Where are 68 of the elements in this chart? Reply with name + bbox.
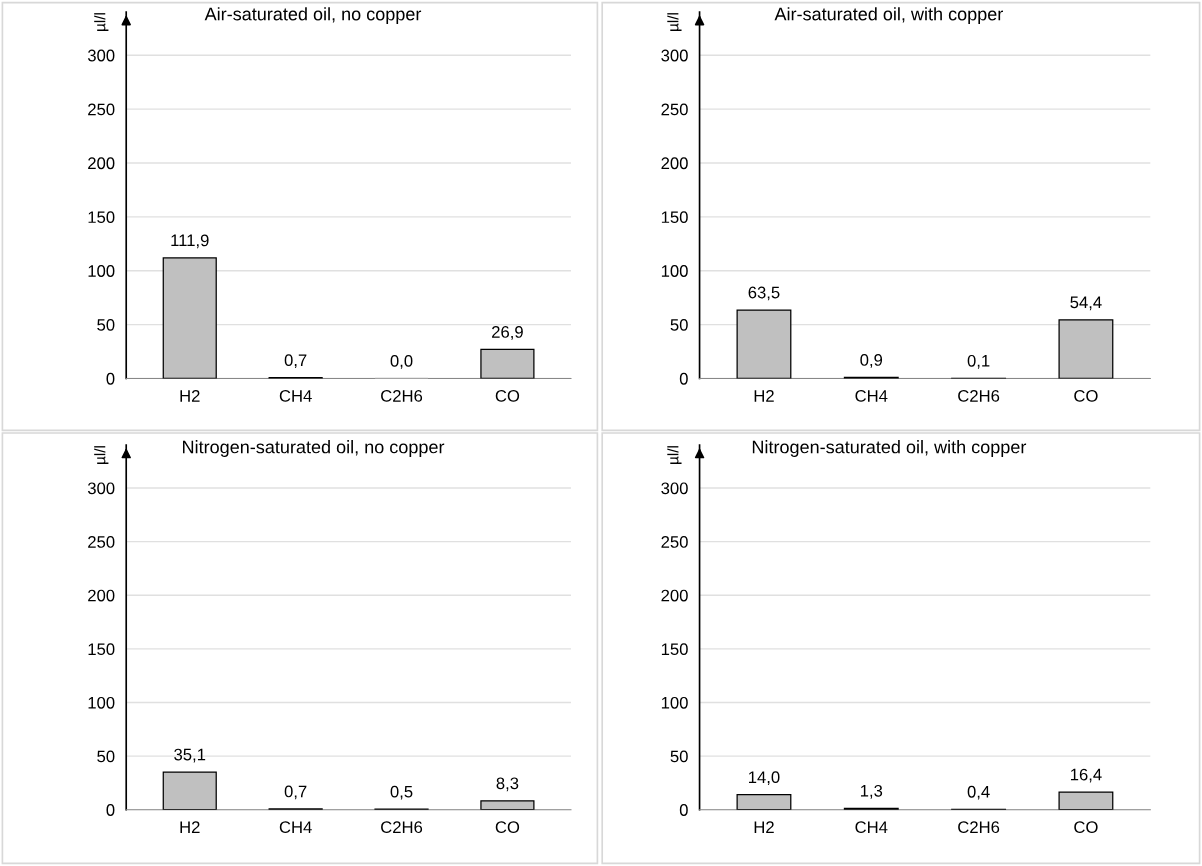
y-tick-label: 250 <box>661 103 688 116</box>
y-tick-label: 150 <box>88 643 115 656</box>
y-axis-title: µl/l <box>94 446 109 464</box>
y-tick-label: 300 <box>87 482 115 495</box>
x-tick-label: CO <box>495 389 520 402</box>
x-tick-label: H2 <box>180 821 200 833</box>
data-label: 16,4 <box>1070 768 1102 783</box>
y-tick-label: 100 <box>88 265 115 277</box>
y-tick-label: 100 <box>661 696 688 709</box>
data-label: 8,3 <box>496 777 519 792</box>
data-label: 0,9 <box>860 354 883 368</box>
x-tick-label: CO <box>495 821 520 834</box>
x-tick-label: C2H6 <box>381 389 423 402</box>
chart-title: Air-saturated oil, with copper <box>774 7 1003 25</box>
y-tick-label: 100 <box>661 265 688 277</box>
y-tick-label: 200 <box>661 589 688 602</box>
chart-title: Nitrogen-saturated oil, no copper <box>183 440 445 457</box>
data-label: 1,3 <box>860 784 883 799</box>
chart-title: Air-saturated oil, no copper <box>204 7 422 25</box>
y-tick-label: 0 <box>679 372 688 385</box>
y-tick-label: 100 <box>88 696 115 709</box>
data-label: 111,9 <box>171 234 209 249</box>
x-tick-label: CO <box>1074 821 1098 834</box>
data-label: 0,7 <box>284 354 307 369</box>
y-tick-label: 300 <box>661 49 688 62</box>
y-axis-title: µl/l <box>667 446 682 464</box>
data-label: 0,7 <box>284 785 307 800</box>
y-tick-label: 300 <box>661 482 688 495</box>
x-tick-label: CO <box>1074 389 1098 402</box>
x-tick-label: C2H6 <box>381 821 423 834</box>
y-tick-label: 150 <box>88 211 115 224</box>
y-tick-label: 250 <box>88 536 115 548</box>
y-axis-title: µl/l <box>94 13 109 31</box>
x-tick-label: H2 <box>754 389 774 402</box>
x-tick-label: CH4 <box>279 821 312 834</box>
y-tick-label: 50 <box>97 750 115 763</box>
y-tick-label: 200 <box>88 589 115 602</box>
data-label: 35,1 <box>174 748 206 763</box>
y-axis-title: µl/l <box>667 13 682 31</box>
y-tick-label: 50 <box>97 318 115 331</box>
data-label: 63,5 <box>748 286 780 301</box>
x-tick-label: H2 <box>180 389 200 402</box>
y-tick-label: 0 <box>679 804 688 816</box>
y-tick-label: 50 <box>670 318 688 331</box>
data-label: 0,1 <box>967 354 990 369</box>
x-tick-label: CH4 <box>855 821 888 834</box>
y-tick-label: 0 <box>106 804 115 816</box>
y-tick-label: 250 <box>661 536 688 548</box>
data-label: 54,4 <box>1070 296 1102 311</box>
y-tick-label: 200 <box>661 157 688 170</box>
x-tick-label: CH4 <box>279 389 312 402</box>
y-tick-label: 150 <box>661 643 688 656</box>
data-label: 26,9 <box>492 326 523 340</box>
data-label: 0,4 <box>967 785 990 800</box>
x-tick-label: C2H6 <box>958 389 1000 402</box>
y-tick-label: 250 <box>88 103 115 116</box>
y-tick-label: 300 <box>87 49 115 62</box>
x-tick-label: H2 <box>754 821 774 833</box>
chart-title: Nitrogen-saturated oil, with copper <box>752 440 1027 457</box>
y-tick-label: 0 <box>106 372 115 385</box>
y-tick-label: 50 <box>670 750 688 763</box>
data-label: 0,0 <box>390 355 413 369</box>
y-tick-label: 200 <box>88 157 115 170</box>
data-label: 14,0 <box>749 771 780 786</box>
x-tick-label: CH4 <box>855 389 888 402</box>
data-label: 0,5 <box>390 785 413 800</box>
x-tick-label: C2H6 <box>958 821 1000 834</box>
y-tick-label: 150 <box>661 211 688 224</box>
